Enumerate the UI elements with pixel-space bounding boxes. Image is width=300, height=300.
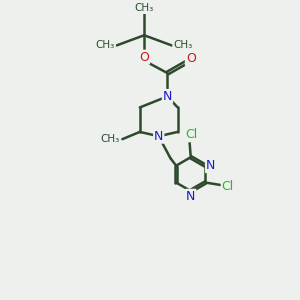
Text: N: N [186, 190, 195, 203]
Text: N: N [163, 90, 172, 103]
Text: CH₃: CH₃ [173, 40, 193, 50]
Text: O: O [139, 51, 149, 64]
Text: Cl: Cl [185, 128, 198, 141]
Text: CH₃: CH₃ [100, 134, 119, 144]
Text: CH₃: CH₃ [135, 3, 154, 13]
Text: O: O [186, 52, 196, 65]
Text: N: N [206, 159, 215, 172]
Text: N: N [154, 130, 164, 143]
Text: Cl: Cl [222, 180, 234, 194]
Text: CH₃: CH₃ [96, 40, 115, 50]
